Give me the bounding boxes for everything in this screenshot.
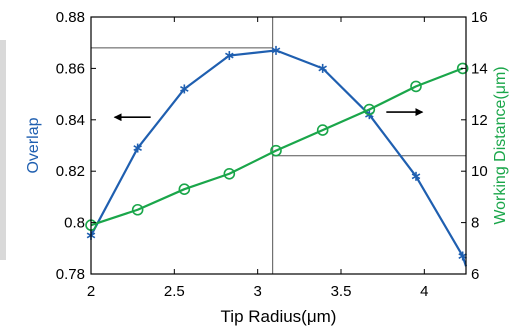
overlap-point [225, 51, 234, 61]
right-y-tick-label: 14 [471, 60, 488, 77]
left-y-tick-label: 0.86 [56, 60, 85, 77]
overlap-point [271, 45, 281, 55]
right-y-tick-label: 12 [471, 112, 488, 129]
working-distance-point [270, 144, 282, 157]
working-distance-point [131, 203, 144, 216]
x-axis-label: Tip Radius(μm) [221, 307, 337, 326]
overlap-point [180, 84, 189, 94]
working-distance-point [410, 80, 422, 93]
right-y-tick-label: 6 [471, 266, 479, 283]
x-tick-label: 2 [87, 283, 95, 300]
right-y-tick-label: 10 [471, 163, 488, 180]
working-distance-point [363, 103, 376, 116]
working-distance-point [178, 183, 191, 195]
plot-frame [90, 16, 467, 275]
working-distance-point [456, 62, 469, 75]
working-distance-point [223, 167, 236, 180]
right-y-tick-label: 16 [471, 9, 488, 26]
x-tick-label: 3.5 [331, 283, 352, 300]
overlap-point [411, 171, 421, 181]
x-tick-label: 3 [253, 283, 261, 300]
right-y-axis-label: Working Distance(μm) [492, 66, 509, 224]
working-distance-series-line [90, 67, 464, 227]
left-edge-strip [0, 40, 6, 260]
annotations [113, 108, 424, 122]
overlap-point [318, 63, 327, 73]
series-layer [85, 45, 469, 267]
overlap-point [458, 251, 467, 261]
overlap-series-line [90, 49, 468, 267]
left-y-tick-label: 0.88 [56, 9, 85, 26]
overlap-point [133, 143, 142, 153]
left-y-tick-label: 0.8 [64, 215, 85, 232]
left-y-axis-label: Overlap [25, 117, 42, 173]
working-distance-point [316, 124, 329, 136]
left-y-tick-label: 0.82 [56, 163, 85, 180]
axes: 2 2.5 3 3.5 4 0.78 0.8 0.82 0.84 0.86 0.88 6 8 10 12 14… [25, 9, 509, 326]
left-y-tick-label: 0.84 [56, 112, 85, 129]
reference-lines [91, 17, 466, 274]
x-tick-label: 4 [420, 283, 428, 300]
right-y-tick-label: 8 [471, 215, 479, 232]
x-tick-label: 2.5 [164, 283, 185, 300]
left-y-tick-label: 0.78 [56, 266, 85, 283]
